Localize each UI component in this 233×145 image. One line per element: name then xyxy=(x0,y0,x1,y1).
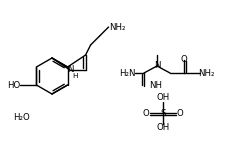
Text: S: S xyxy=(160,108,166,117)
Text: N: N xyxy=(67,66,73,75)
Text: O: O xyxy=(181,56,187,65)
Text: NH: NH xyxy=(149,81,162,90)
Text: OH: OH xyxy=(156,124,170,133)
Text: NH₂: NH₂ xyxy=(198,68,214,77)
Text: H₂O: H₂O xyxy=(14,114,30,123)
Text: H₂N: H₂N xyxy=(119,68,135,77)
Text: H: H xyxy=(72,73,78,79)
Text: N: N xyxy=(154,61,160,70)
Text: O: O xyxy=(143,108,149,117)
Text: OH: OH xyxy=(156,94,170,103)
Text: O: O xyxy=(177,108,183,117)
Text: NH₂: NH₂ xyxy=(109,22,126,31)
Text: HO: HO xyxy=(7,80,20,89)
